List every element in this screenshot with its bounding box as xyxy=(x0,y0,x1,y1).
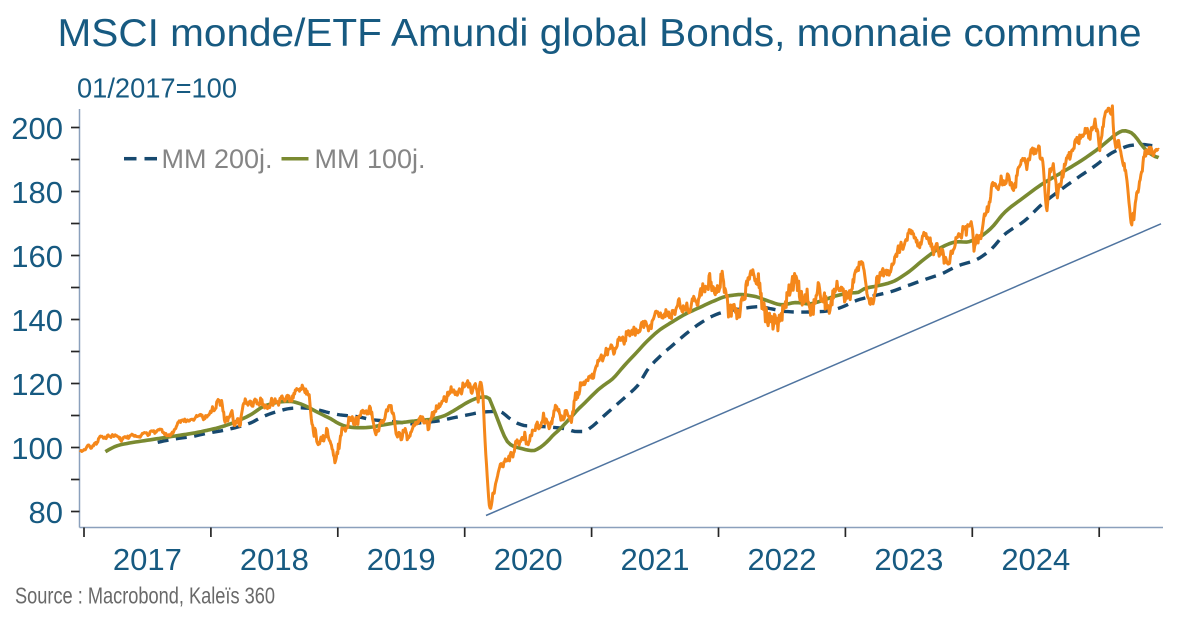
svg-text:2021: 2021 xyxy=(621,542,690,577)
svg-text:2019: 2019 xyxy=(367,542,436,577)
svg-text:200: 200 xyxy=(11,111,63,146)
svg-text:180: 180 xyxy=(11,175,63,210)
svg-text:120: 120 xyxy=(11,367,63,402)
svg-text:2018: 2018 xyxy=(240,542,309,577)
svg-text:Source : Macrobond, Kaleïs 360: Source : Macrobond, Kaleïs 360 xyxy=(15,583,275,609)
svg-text:160: 160 xyxy=(11,239,63,274)
svg-text:140: 140 xyxy=(11,303,63,338)
svg-text:2022: 2022 xyxy=(748,542,817,577)
svg-text:100: 100 xyxy=(11,431,63,466)
svg-text:MSCI monde/ETF Amundi global B: MSCI monde/ETF Amundi global Bonds, monn… xyxy=(58,12,1142,55)
svg-text:2020: 2020 xyxy=(494,542,563,577)
svg-text:80: 80 xyxy=(29,495,63,530)
svg-text:01/2017=100: 01/2017=100 xyxy=(77,73,237,104)
svg-text:MM 100j.: MM 100j. xyxy=(315,144,426,174)
svg-text:2017: 2017 xyxy=(113,542,182,577)
svg-text:2024: 2024 xyxy=(1001,542,1070,577)
svg-text:2023: 2023 xyxy=(874,542,943,577)
svg-text:MM 200j.: MM 200j. xyxy=(162,144,273,174)
